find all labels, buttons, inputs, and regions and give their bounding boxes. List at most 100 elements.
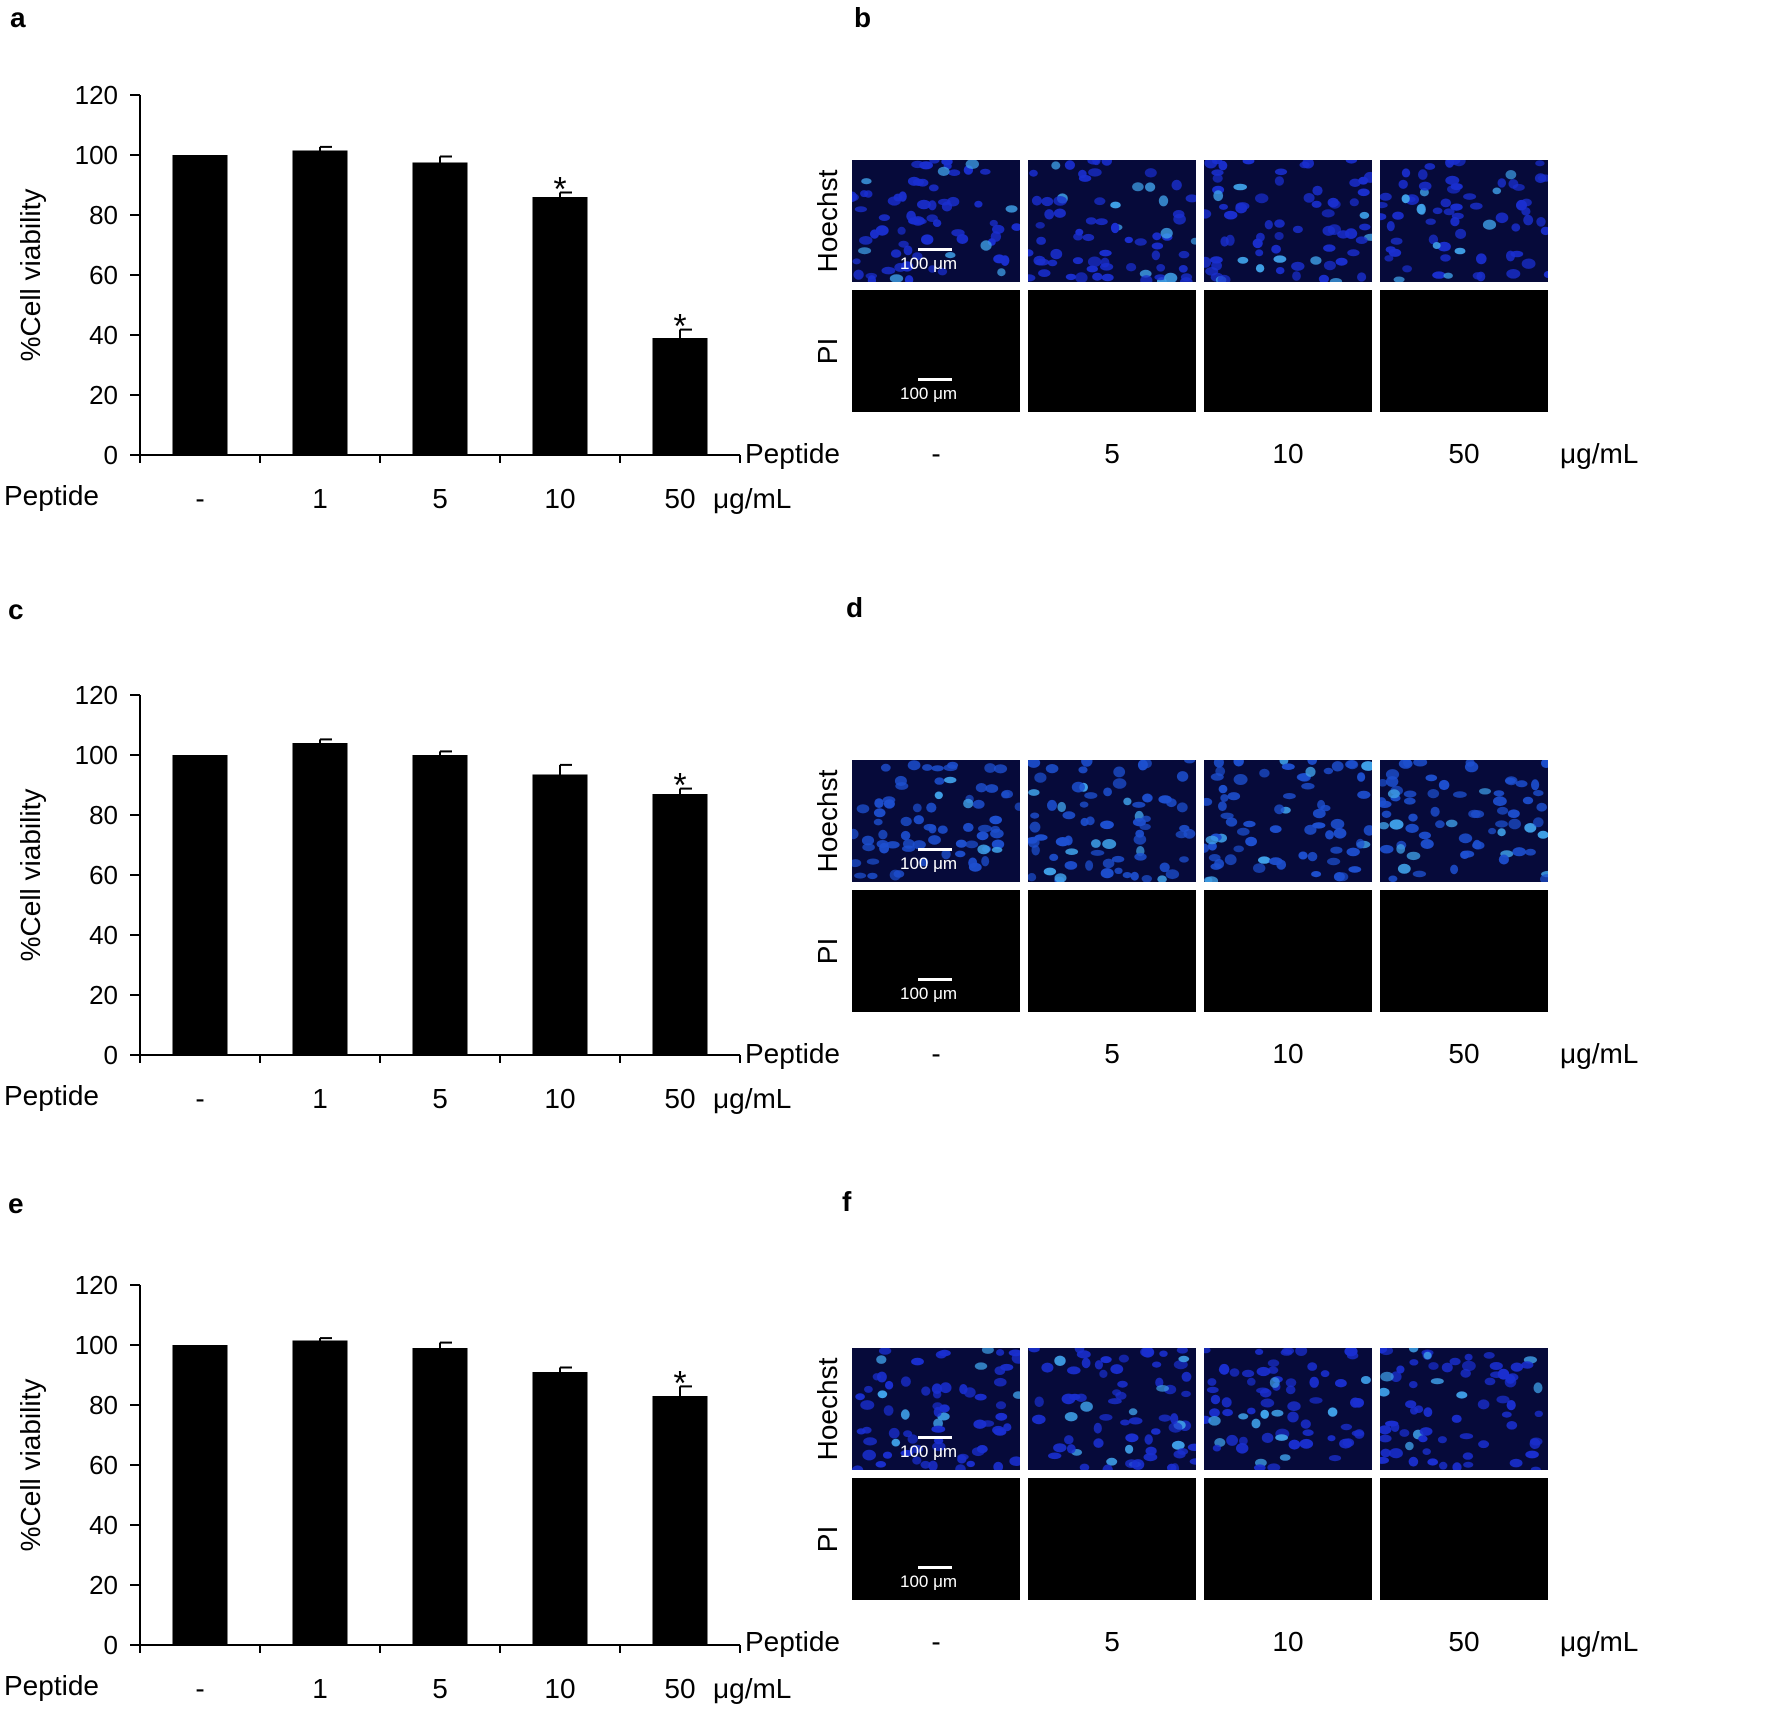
micrograph-column-label-1: 5 bbox=[1104, 438, 1120, 469]
hoechst-image-3 bbox=[1380, 1348, 1548, 1470]
nuclei-pattern bbox=[1028, 1348, 1196, 1470]
x-category-label-3: 10 bbox=[544, 1083, 575, 1114]
x-category-label-3: 10 bbox=[544, 483, 575, 514]
scale-bar-line bbox=[918, 978, 952, 981]
chart-svg-a: 0 20 40 60 80 100 120 %Cell viability - 1 5 * 10 * 50 P… bbox=[4, 80, 791, 514]
nuclei-pattern bbox=[1028, 160, 1196, 282]
x-category-label-0: - bbox=[195, 483, 204, 514]
y-tick-label: 120 bbox=[75, 80, 118, 110]
y-axis-label: %Cell viability bbox=[15, 1379, 46, 1552]
panel-letter-b: b bbox=[854, 2, 872, 33]
significance-marker-4: * bbox=[673, 1364, 686, 1402]
nuclei-pattern bbox=[1380, 160, 1548, 282]
viability-chart-a: 0 20 40 60 80 100 120 %Cell viability - 1 5 * 10 * 50 P… bbox=[0, 30, 791, 530]
hoechst-image-3 bbox=[1380, 160, 1548, 282]
nuclei-pattern bbox=[852, 160, 1020, 282]
hoechst-image-2 bbox=[1204, 160, 1372, 282]
nuclei-pattern bbox=[1380, 760, 1548, 882]
y-tick-label: 100 bbox=[75, 140, 118, 170]
micrograph-column-label-2: 10 bbox=[1272, 1038, 1304, 1069]
bar-2 bbox=[412, 162, 468, 455]
x-category-label-1: 1 bbox=[312, 1083, 328, 1114]
x-axis-label: Peptide bbox=[4, 480, 99, 511]
bar-2 bbox=[412, 755, 468, 1055]
panel-letter-d: d bbox=[846, 592, 864, 623]
scale-bar-line bbox=[918, 378, 952, 381]
nuclei-pattern bbox=[852, 1348, 1020, 1470]
chart-svg-c: 0 20 40 60 80 100 120 %Cell viability - 1 5 10 * 50 Pe… bbox=[4, 680, 791, 1114]
row-label-hoechst: Hoechst bbox=[812, 1357, 843, 1461]
bar-1 bbox=[292, 150, 348, 455]
pi-image-1 bbox=[1028, 290, 1196, 412]
chart-svg-e: 0 20 40 60 80 100 120 %Cell viability - 1 5 10 * 50 Pe… bbox=[4, 1270, 791, 1704]
hoechst-image-1 bbox=[1028, 760, 1196, 882]
micrograph-column-label-0: - bbox=[931, 1038, 941, 1069]
scale-bar-label: 100 μm bbox=[900, 1572, 958, 1591]
pi-image-3 bbox=[1380, 1478, 1548, 1600]
pi-image-3 bbox=[1380, 290, 1548, 412]
scale-bar-label: 100 μm bbox=[900, 854, 958, 873]
nuclei-pattern bbox=[1028, 760, 1196, 882]
scale-bar-line bbox=[918, 248, 952, 251]
micrograph-x-label: Peptide bbox=[745, 1038, 840, 1069]
micrograph-panel-b: Hoechst 100 μm PI 100 μm Peptide - 5 10 50 μg/mL bbox=[745, 160, 1776, 540]
y-tick-label: 80 bbox=[89, 1390, 118, 1420]
row-label-pi: PI bbox=[812, 937, 843, 965]
nuclei-pattern bbox=[1380, 1348, 1543, 1470]
panel-letter-a: a bbox=[10, 2, 26, 33]
hoechst-image-1 bbox=[1028, 160, 1196, 282]
x-category-label-1: 1 bbox=[312, 1673, 328, 1704]
scale-bar-line bbox=[918, 1566, 952, 1569]
micrograph-unit-label: μg/mL bbox=[1560, 1038, 1639, 1069]
x-category-label-4: 50 bbox=[664, 1673, 695, 1704]
significance-marker-3: * bbox=[553, 171, 566, 209]
micrograph-column-label-2: 10 bbox=[1272, 1626, 1304, 1657]
bar-4 bbox=[652, 794, 708, 1055]
y-tick-label: 20 bbox=[89, 1570, 118, 1600]
x-category-label-4: 50 bbox=[664, 483, 695, 514]
panel-letter-f: f bbox=[842, 1186, 852, 1217]
y-tick-label: 120 bbox=[75, 1270, 118, 1300]
micrograph-column-label-2: 10 bbox=[1272, 438, 1304, 469]
row-label-hoechst: Hoechst bbox=[812, 769, 843, 873]
y-tick-label: 100 bbox=[75, 1330, 118, 1360]
y-tick-label: 120 bbox=[75, 680, 118, 710]
x-category-label-2: 5 bbox=[432, 483, 448, 514]
x-unit-label: μg/mL bbox=[713, 483, 791, 514]
pi-image-0: 100 μm bbox=[852, 290, 1020, 412]
micrograph-unit-label: μg/mL bbox=[1560, 438, 1639, 469]
x-category-label-2: 5 bbox=[432, 1083, 448, 1114]
micrograph-column-label-0: - bbox=[931, 1626, 941, 1657]
y-tick-label: 100 bbox=[75, 740, 118, 770]
bar-0 bbox=[172, 155, 228, 455]
row-label-pi: PI bbox=[812, 337, 843, 365]
x-axis-label: Peptide bbox=[4, 1080, 99, 1111]
hoechst-image-2 bbox=[1204, 760, 1372, 882]
y-tick-label: 20 bbox=[89, 380, 118, 410]
y-tick-label: 60 bbox=[89, 260, 118, 290]
micrograph-unit-label: μg/mL bbox=[1560, 1626, 1639, 1657]
x-category-label-1: 1 bbox=[312, 483, 328, 514]
x-category-label-4: 50 bbox=[664, 1083, 695, 1114]
pi-image-1 bbox=[1028, 890, 1196, 1012]
hoechst-image-3 bbox=[1380, 760, 1548, 882]
significance-marker-4: * bbox=[673, 767, 686, 805]
panel-letter-c: c bbox=[8, 594, 24, 625]
viability-chart-e: 0 20 40 60 80 100 120 %Cell viability - 1 5 10 * 50 Pe… bbox=[0, 1220, 791, 1713]
scale-bar-label: 100 μm bbox=[900, 384, 958, 403]
micrograph-column-label-0: - bbox=[931, 438, 941, 469]
hoechst-image-0: 100 μm bbox=[852, 760, 1020, 882]
x-unit-label: μg/mL bbox=[713, 1083, 791, 1114]
pi-image-2 bbox=[1204, 290, 1372, 412]
nuclei-pattern bbox=[1204, 760, 1372, 882]
bar-0 bbox=[172, 1345, 228, 1645]
y-tick-label: 40 bbox=[89, 920, 118, 950]
pi-image-1 bbox=[1028, 1478, 1196, 1600]
hoechst-image-0: 100 μm bbox=[852, 160, 1020, 282]
y-tick-label: 80 bbox=[89, 800, 118, 830]
x-axis-label: Peptide bbox=[4, 1670, 99, 1701]
micrograph-column-label-1: 5 bbox=[1104, 1038, 1120, 1069]
micrograph-panel-f: Hoechst 100 μm PI 100 μm Peptide - 5 10 50 μg/mL bbox=[745, 1348, 1776, 1713]
y-tick-label: 0 bbox=[104, 1040, 118, 1070]
hoechst-image-2 bbox=[1204, 1348, 1372, 1470]
